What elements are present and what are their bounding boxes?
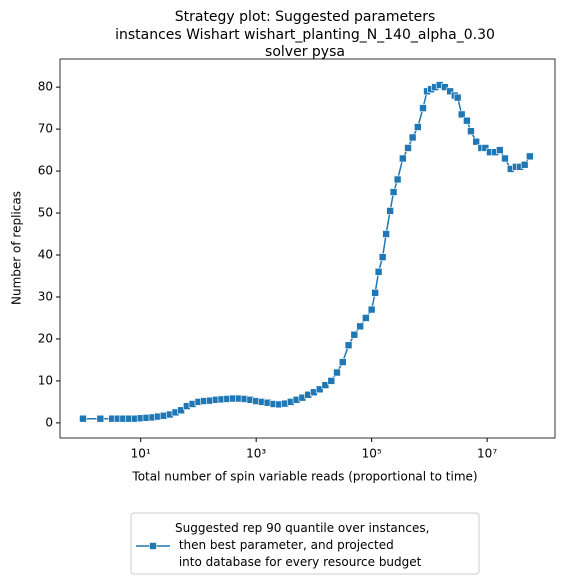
series-line (82, 84, 531, 420)
data-point (374, 267, 383, 276)
plot-frame (59, 58, 556, 439)
x-axis-label: Total number of spin variable reads (pro… (131, 470, 477, 484)
y-tick-label: 80 (38, 80, 53, 94)
y-tick-label: 10 (38, 373, 53, 387)
data-point (414, 123, 422, 131)
data-point (501, 154, 509, 163)
data-point (356, 322, 364, 331)
data-point (338, 358, 347, 366)
chart-title: solver pysa (265, 44, 345, 60)
y-tick-label: 70 (38, 122, 53, 136)
data-point (408, 133, 417, 142)
data-point (472, 137, 480, 146)
legend-box (130, 512, 480, 575)
data-point (393, 175, 402, 184)
y-tick-label: 60 (38, 164, 53, 178)
data-point (467, 127, 475, 135)
data-point (315, 385, 324, 394)
chart-title: Strategy plot: Suggested parameters (175, 9, 436, 25)
y-tick-label: 0 (45, 415, 53, 429)
data-point (371, 288, 379, 297)
data-point (344, 341, 353, 350)
data-point (399, 154, 407, 163)
x-tick-label: 10¹ (131, 447, 151, 461)
data-point (333, 368, 341, 377)
data-point (378, 253, 387, 261)
y-tick-label: 20 (38, 331, 53, 345)
data-point (526, 152, 534, 161)
data-point (362, 314, 370, 322)
x-tick-label: 10³ (246, 447, 266, 461)
legend-marker (149, 542, 157, 550)
y-tick-label: 50 (38, 206, 53, 220)
data-point (496, 146, 504, 154)
data-point (463, 116, 471, 125)
x-tick-label: 10⁵ (362, 447, 382, 461)
data-point (481, 144, 490, 152)
data-point (441, 83, 449, 91)
chart-title: instances Wishart wishart_planting_N_140… (115, 27, 495, 43)
y-tick-label: 40 (38, 248, 53, 262)
data-point (419, 104, 427, 112)
data-point (520, 160, 529, 169)
data-point (453, 93, 462, 102)
data-point (386, 207, 394, 215)
data-point (177, 406, 185, 415)
data-point (327, 377, 336, 385)
data-point (96, 414, 105, 423)
y-axis-label: Number of replicas (10, 191, 24, 305)
y-tick-label: 30 (38, 289, 53, 303)
data-point (79, 414, 87, 423)
data-point (446, 87, 454, 96)
legend-label: Suggested rep 90 quantile over instances… (175, 521, 429, 569)
data-point (457, 110, 466, 119)
x-tick-label: 10⁷ (477, 447, 497, 461)
data-point (367, 305, 376, 314)
data-point (350, 330, 359, 339)
data-point (404, 144, 412, 152)
data-point (382, 230, 390, 238)
data-point (321, 381, 330, 389)
data-point (389, 188, 398, 196)
